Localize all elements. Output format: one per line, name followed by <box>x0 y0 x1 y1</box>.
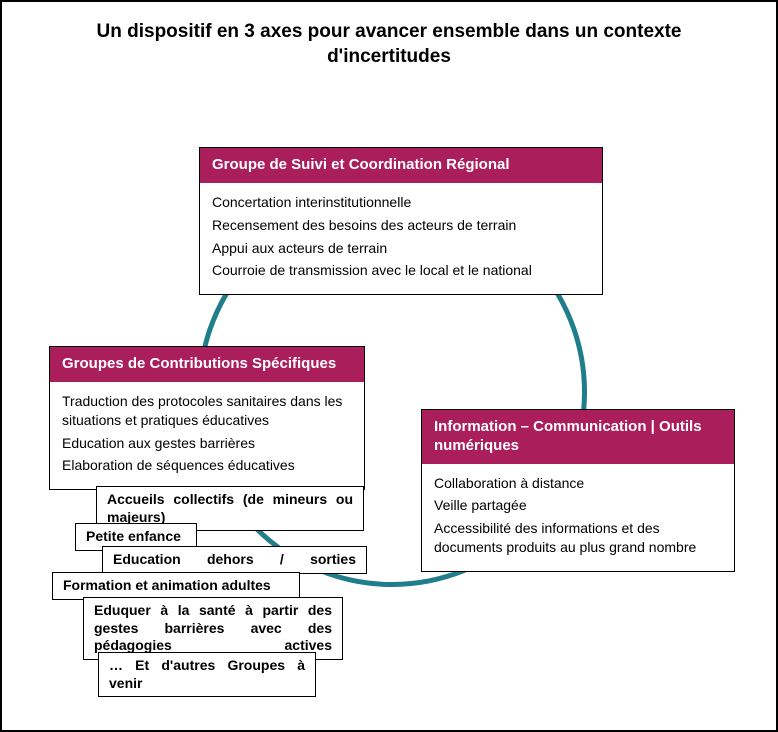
box-contributions: Groupes de Contributions Spécifiques Tra… <box>49 346 365 490</box>
subgroup-box: Eduquer à la santé à partir des gestes b… <box>83 597 343 660</box>
box-item: Elaboration de séquences éducatives <box>62 456 352 475</box>
box-information-header: Information – Communication | Outils num… <box>422 410 734 464</box>
box-information: Information – Communication | Outils num… <box>421 409 735 572</box>
diagram-frame: Un dispositif en 3 axes pour avancer ens… <box>0 0 778 732</box>
box-item: Recensement des besoins des acteurs de t… <box>212 216 590 235</box>
box-contributions-header: Groupes de Contributions Spécifiques <box>50 347 364 382</box>
subgroup-box: Education dehors / sorties <box>102 546 367 574</box>
diagram-title: Un dispositif en 3 axes pour avancer ens… <box>2 20 776 69</box>
subgroup-box: Formation et animation adultes <box>52 572 300 600</box>
box-item: Veille partagée <box>434 496 722 515</box>
box-coordination: Groupe de Suivi et Coordination Régional… <box>199 147 603 295</box>
box-information-body: Collaboration à distance Veille partagée A… <box>422 464 734 572</box>
subgroup-box: … Et d'autres Groupes à venir <box>98 652 316 697</box>
box-item: Accessibilité des informations et des do… <box>434 519 722 557</box>
box-item: Collaboration à distance <box>434 474 722 493</box>
box-contributions-body: Traduction des protocoles sanitaires dan… <box>50 382 364 490</box>
box-item: Concertation interinstitutionnelle <box>212 193 590 212</box>
box-item: Appui aux acteurs de terrain <box>212 239 590 258</box>
box-coordination-body: Concertation interinstitutionnelle Recens… <box>200 183 602 295</box>
box-coordination-header: Groupe de Suivi et Coordination Régional <box>200 148 602 183</box>
box-item: Courroie de transmission avec le local e… <box>212 261 590 280</box>
box-item: Education aux gestes barrières <box>62 434 352 453</box>
box-item: Traduction des protocoles sanitaires dan… <box>62 392 352 430</box>
